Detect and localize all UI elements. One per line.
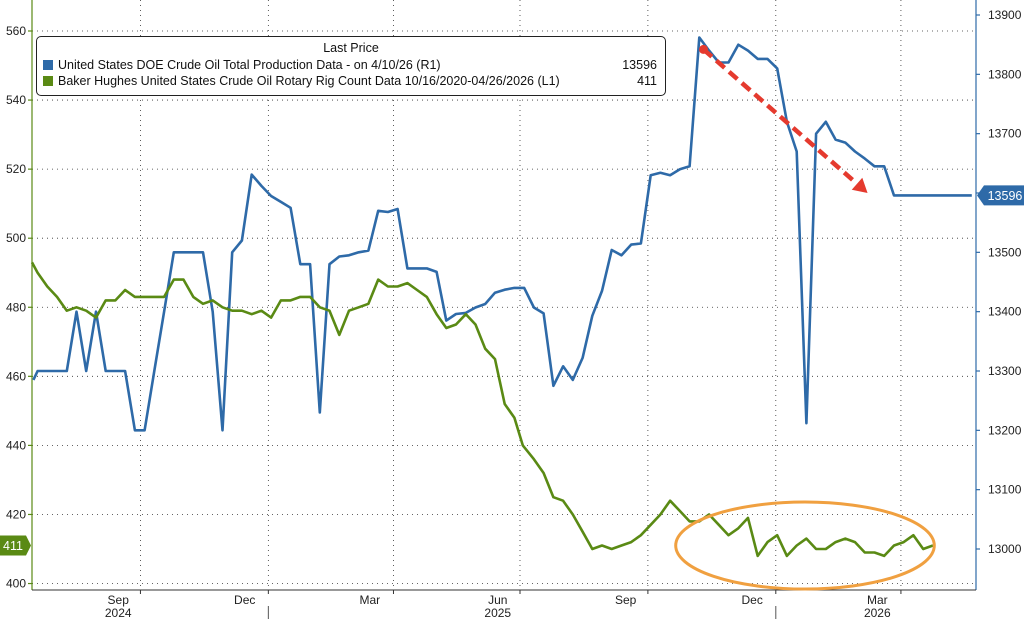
- left-last-value-flag: [0, 535, 31, 556]
- legend-title: Last Price: [323, 41, 379, 55]
- x-axis-month-label: Dec: [234, 593, 255, 607]
- legend-swatch-production: [43, 60, 53, 70]
- x-axis-month-label: Sep: [108, 593, 130, 607]
- x-axis-month-label: Sep: [615, 593, 637, 607]
- left-axis-tick-label: 480: [6, 300, 26, 314]
- x-axis-year-label: 2025: [484, 606, 511, 619]
- annotation-highlight-ellipse: [674, 500, 936, 591]
- right-axis-tick-label: 13800: [988, 67, 1022, 81]
- legend-value-rig-count: 411: [637, 74, 657, 88]
- left-last-value-label: 411: [3, 539, 23, 553]
- right-axis-tick-label: 13500: [988, 245, 1022, 259]
- left-axis-tick-label: 440: [6, 438, 26, 452]
- legend-entry-production: United States DOE Crude Oil Total Produc…: [43, 57, 657, 73]
- legend-swatch-rig-count: [43, 76, 53, 86]
- x-axis-year-label: 2026: [864, 606, 891, 619]
- right-last-value-label: 13596: [988, 189, 1023, 203]
- left-axis-tick-label: 420: [6, 507, 26, 521]
- right-axis-tick-label: 13400: [988, 305, 1022, 319]
- legend-label-rig-count: Baker Hughes United States Crude Oil Rot…: [58, 74, 560, 88]
- x-axis-month-label: Mar: [867, 593, 888, 607]
- right-last-value-flag: [977, 185, 1024, 206]
- series-line-production: [32, 36, 972, 432]
- plot-area: [32, 0, 976, 590]
- legend-label-production: United States DOE Crude Oil Total Produc…: [58, 58, 441, 72]
- legend-entry-rig-count: Baker Hughes United States Crude Oil Rot…: [43, 73, 657, 89]
- right-axis-tick-label: 13100: [988, 483, 1022, 497]
- series-line-rig-count: [30, 261, 934, 558]
- right-axis-tick-label: 13200: [988, 423, 1022, 437]
- annotation-arrow-head: [851, 177, 868, 193]
- right-axis-tick-label: 13000: [988, 542, 1022, 556]
- x-axis-month-label: Dec: [741, 593, 762, 607]
- left-axis-tick-label: 460: [6, 369, 26, 383]
- x-axis-month-label: Mar: [360, 593, 381, 607]
- x-axis-year-label: 2024: [105, 606, 132, 619]
- x-axis-month-label: Jun: [488, 593, 507, 607]
- right-axis-tick-label: 13700: [988, 127, 1022, 141]
- chart-legend: Last Price United States DOE Crude Oil T…: [36, 36, 666, 96]
- left-axis-tick-label: 400: [6, 577, 26, 591]
- right-axis-tick-label: 13300: [988, 364, 1022, 378]
- legend-value-production: 13596: [622, 58, 657, 72]
- annotation-trend-arrow: [702, 47, 859, 186]
- left-axis-tick-label: 520: [6, 162, 26, 176]
- left-axis-tick-label: 560: [6, 24, 26, 38]
- left-axis-tick-label: 540: [6, 93, 26, 107]
- left-axis-tick-label: 500: [6, 231, 26, 245]
- right-axis-tick-label: 13900: [988, 8, 1022, 22]
